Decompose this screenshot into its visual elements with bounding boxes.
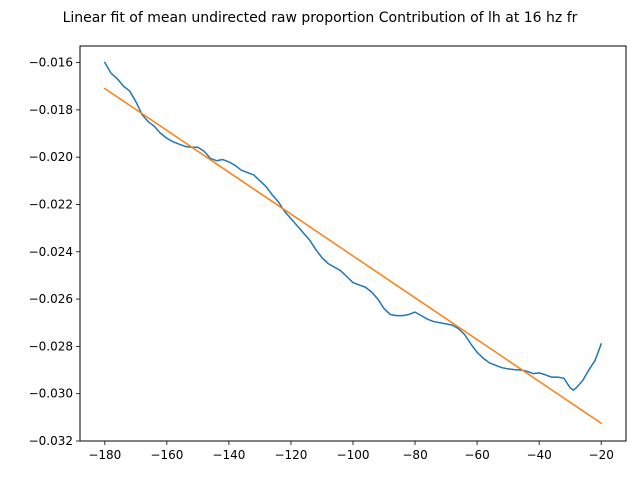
x-tick-label: −140 [212, 448, 245, 462]
x-tick-label: −180 [88, 448, 121, 462]
y-tick-label: −0.016 [29, 56, 73, 70]
plot-area [103, 61, 603, 425]
data-series-line [103, 61, 603, 391]
y-tick-label: −0.020 [29, 150, 73, 164]
x-tick-label: −60 [464, 448, 489, 462]
y-tick-label: −0.024 [29, 245, 73, 259]
x-tick-label: −20 [589, 448, 614, 462]
x-tick-label: −80 [402, 448, 427, 462]
y-tick-label: −0.028 [29, 339, 73, 353]
y-tick-label: −0.032 [29, 434, 73, 448]
chart-title: Linear fit of mean undirected raw propor… [63, 10, 578, 26]
x-tick-label: −120 [274, 448, 307, 462]
y-tick-label: −0.022 [29, 197, 73, 211]
x-tick-label: −160 [150, 448, 183, 462]
x-tick-label: −100 [337, 448, 370, 462]
y-tick-label: −0.026 [29, 292, 73, 306]
x-axis: −180 −160 −140 −120 −100 −80 −60 −40 −20 [88, 441, 614, 462]
y-axis: −0.032 −0.030 −0.028 −0.026 −0.024 −0.022 −0.0… [29, 56, 80, 448]
x-tick-label: −40 [526, 448, 551, 462]
plot-frame [79, 45, 627, 442]
y-tick-label: −0.030 [29, 387, 73, 401]
y-tick-label: −0.018 [29, 103, 73, 117]
fit-line [103, 87, 603, 425]
